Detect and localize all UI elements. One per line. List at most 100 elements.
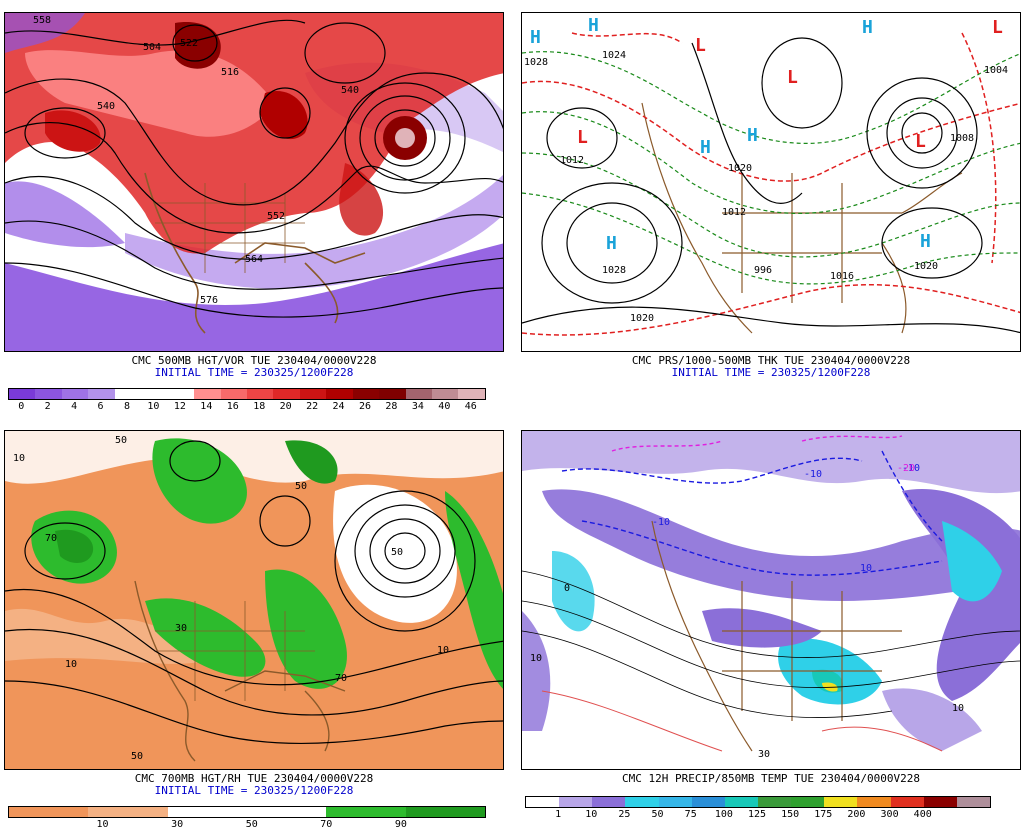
temperature-label: -10 [804,469,822,480]
contour-label: 516 [221,67,239,78]
scale-swatch [432,389,459,399]
map-500mb-vorticity: 558 504 522 516 540 552 564 576 540 [4,12,504,352]
scale-swatch [35,389,62,399]
panel-caption: CMC 500MB HGT/VOR TUE 230404/0000V228 [131,354,377,367]
scale-label: 125 [747,809,767,820]
scale-label: 75 [684,809,697,820]
isobar-label: 1012 [560,155,584,166]
isobar-label: 1012 [722,207,746,218]
high-pressure-marker: H [530,27,541,48]
scale-label: 50 [245,819,258,830]
scale-swatch [724,797,758,807]
rh-label: 10 [437,645,449,656]
rh-label: 30 [175,623,187,634]
panel-caption: CMC PRS/1000-500MB THK TUE 230404/0000V2… [631,354,911,367]
scale-label: 20 [279,401,292,412]
scale-swatch [857,797,891,807]
rh-label: 50 [391,547,403,558]
temperature-label: -10 [902,463,920,474]
isobar-label: 1028 [524,57,548,68]
scale-swatch [379,389,406,399]
scale-label: 26 [358,401,372,412]
isobar-label: 1028 [602,265,626,276]
initial-time: INITIAL TIME = 230325/1200F228 [154,366,354,379]
scale-swatch [88,807,168,817]
rh-label: 10 [65,659,77,670]
high-pressure-marker: H [700,137,711,158]
scale-label: 1 [555,809,562,820]
scale-swatch [791,797,825,807]
map-mslp-thickness: H H H H H H H L L L L L 1028 1012 1020 1… [521,12,1021,352]
scale-swatch [625,797,659,807]
temperature-label: 10 [530,653,542,664]
temperature-label: -10 [652,517,670,528]
scale-label: 175 [814,809,833,820]
pressure-field: H H H H H H H L L L L L 1028 1012 1020 1… [522,13,1020,351]
high-pressure-marker: H [747,125,758,146]
panel-caption: CMC 700MB HGT/RH TUE 230404/0000V228 [134,772,374,785]
scale-swatch [220,389,247,399]
scale-swatch [691,797,725,807]
scale-swatch [326,389,353,399]
precip-color-scale [525,796,991,808]
scale-label: 30 [171,819,184,830]
scale-swatch [405,389,432,399]
contour-label: 558 [33,15,51,26]
scale-swatch [956,797,990,807]
high-pressure-marker: H [606,233,617,254]
scale-label: 16 [226,401,239,412]
scale-label: 400 [913,809,932,820]
map-700mb-humidity: 50 70 10 30 50 10 50 70 10 50 [4,430,504,770]
rh-label: 50 [115,435,127,446]
scale-swatch [658,797,692,807]
scale-label: 10 [585,809,598,820]
scale-swatch [167,389,195,399]
isobar-label: 1020 [728,163,752,174]
scale-label: 24 [332,401,345,412]
isobar-label: 996 [754,265,772,276]
scale-label: 22 [306,401,319,412]
temperature-label: 30 [758,749,770,760]
initial-time: INITIAL TIME = 230325/1200F228 [671,366,871,379]
scale-swatch [757,797,792,807]
scale-label: 4 [71,401,78,412]
scale-label: 2 [44,401,51,412]
rh-label: 50 [295,481,307,492]
precip-scale-labels: 1 10 25 50 75 100 125 150 175 200 300 400 [525,809,989,821]
contour-label: 540 [341,85,359,96]
scale-swatch [326,807,406,817]
scale-label: 70 [320,819,333,830]
scale-label: 90 [394,819,407,830]
scale-label: 28 [385,401,398,412]
rh-scale-labels: 10 30 50 70 90 [8,819,484,831]
scale-swatch [61,389,89,399]
high-pressure-marker: H [920,231,931,252]
scale-swatch [458,389,485,399]
rh-label: 70 [335,673,347,684]
high-pressure-marker: H [588,15,599,36]
scale-label: 14 [200,401,213,412]
scale-swatch [299,389,327,399]
scale-swatch [167,807,247,817]
temperature-label: -20 [897,463,915,474]
scale-swatch [592,797,626,807]
contour-label: 576 [200,295,218,306]
isobar-label: 1008 [950,133,974,144]
isobar-label: 1020 [630,313,654,324]
low-pressure-marker: L [915,131,926,152]
scale-label: 34 [411,401,424,412]
scale-label: 12 [173,401,186,412]
map-precip-temperature: -10 -10 10 -10 0 10 -20 10 30 [521,430,1021,770]
low-pressure-marker: L [992,17,1003,38]
scale-label: 200 [847,809,866,820]
scale-label: 0 [18,401,25,412]
rh-label: 70 [45,533,57,544]
scale-swatch [352,389,380,399]
scale-label: 40 [438,401,451,412]
scale-swatch [405,807,485,817]
temperature-label: 10 [860,563,872,574]
scale-swatch [824,797,858,807]
scale-label: 100 [714,809,733,820]
scale-label: 50 [651,809,664,820]
scale-swatch [923,797,957,807]
